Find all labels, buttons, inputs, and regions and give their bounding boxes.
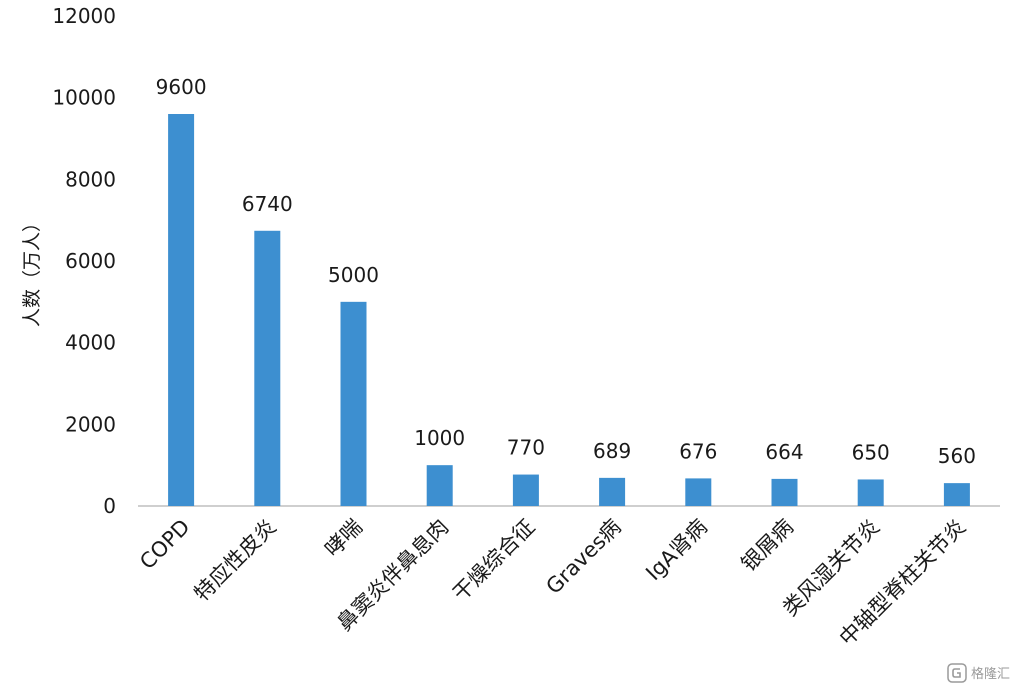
- bar: [254, 230, 281, 507]
- bar: [426, 465, 453, 506]
- watermark: 格隆汇: [947, 663, 1010, 683]
- data-label: 650: [852, 440, 890, 464]
- category-label: Graves病: [541, 515, 625, 599]
- bar: [512, 474, 539, 506]
- category-label: 干燥综合征: [448, 515, 539, 606]
- category-label: 特应性皮炎: [190, 515, 281, 606]
- bar: [943, 483, 970, 506]
- y-tick-label: 6000: [65, 249, 116, 273]
- data-label: 676: [679, 439, 717, 463]
- y-axis-label: 人数（万人）: [21, 213, 43, 327]
- data-label: 6740: [242, 192, 293, 216]
- watermark-text: 格隆汇: [971, 666, 1010, 682]
- data-label: 560: [938, 444, 976, 468]
- data-label: 770: [507, 436, 545, 460]
- category-label: 银屑病: [737, 515, 799, 577]
- data-label: 5000: [328, 263, 379, 287]
- bars: [168, 114, 970, 507]
- y-tick-label: 4000: [65, 331, 116, 355]
- bar: [599, 477, 626, 506]
- y-tick-label: 0: [103, 494, 116, 518]
- y-tick-label: 2000: [65, 412, 116, 436]
- bar: [168, 114, 195, 506]
- gelonghui-logo-icon: [947, 663, 967, 683]
- data-label: 664: [765, 440, 803, 464]
- y-axis-ticks: 0 2000 4000 6000 8000 10000 12000: [52, 4, 116, 518]
- data-label: 9600: [156, 75, 207, 99]
- category-label: COPD: [135, 515, 194, 574]
- category-label: IgA肾病: [641, 515, 712, 586]
- bar: [857, 479, 884, 506]
- bar: [685, 478, 712, 506]
- bar: [340, 301, 367, 506]
- y-tick-label: 10000: [52, 86, 116, 110]
- data-labels: 9600 6740 5000 1000 770 689 676 664 650 560: [156, 75, 976, 468]
- data-label: 1000: [414, 426, 465, 450]
- category-label: 哮喘: [320, 515, 367, 562]
- y-tick-label: 8000: [65, 167, 116, 191]
- y-tick-label: 12000: [52, 4, 116, 28]
- bar: [771, 478, 798, 506]
- data-label: 689: [593, 439, 631, 463]
